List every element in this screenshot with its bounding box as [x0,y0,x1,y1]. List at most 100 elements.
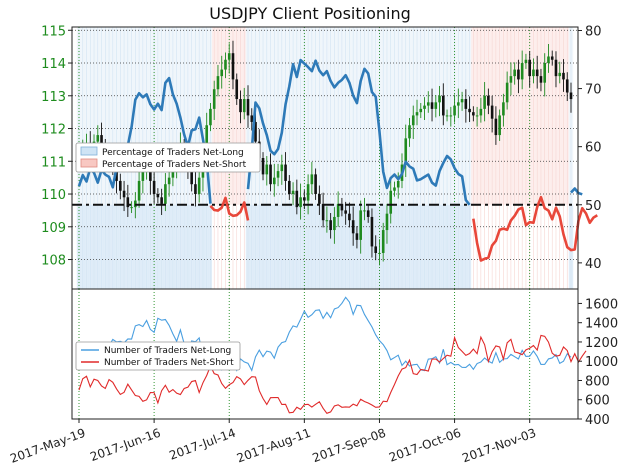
candle-body [325,220,329,222]
count-axis-tick-label: 1400 [585,317,618,332]
candle-body [329,220,332,231]
candle-body [209,108,212,126]
legend-label-net-short: Percentage of Traders Net-Short [102,160,247,170]
candle-body [336,203,340,217]
right-axis-tick-label: 70 [585,83,602,98]
x-axis-date-ticks: 2017-May-19 2017-Jun-16 2017-Jul-142017-Au… [8,419,538,466]
candle-body [156,194,160,198]
left-axis-tick-label: 113 [41,90,66,105]
right-axis-tick-label: 80 [585,24,602,39]
left-axis-tick-label: 108 [41,254,66,269]
candle-body [119,180,122,191]
candle-body [554,59,558,77]
candle-body [227,53,231,60]
candle-body [235,79,239,100]
net-short-count-line [78,334,587,414]
x-axis-tick-label: 2017-Sep-08 [311,426,388,466]
candle-body [558,72,562,77]
candle-body [284,164,287,181]
candle-body [122,190,126,198]
candle-body [434,102,438,109]
candle-body [250,115,254,122]
candle-body [464,99,468,109]
candle-body [396,180,400,188]
x-axis-tick-label: 2017-Aug-11 [235,426,313,466]
candle-body [457,102,460,106]
candle-body [494,118,498,136]
count-axis-tick-label: 1000 [585,355,618,370]
right-axis-percent-ticks: 40 50 60 70 80 [578,24,602,272]
candle-body [378,252,381,254]
candle-body [411,115,415,126]
candle-body [190,167,193,185]
net-long-percentage-line [246,58,471,206]
legend-swatch-net-long [80,146,98,156]
candle-body [517,69,520,80]
candle-body [167,177,171,185]
count-panel-frame [71,288,579,420]
candle-body [479,108,483,116]
top-legend-box [75,142,261,173]
chart-title: USDJPY Client Positioning [209,4,411,23]
candle-body [100,135,103,145]
candle-body [310,174,314,185]
count-axis-tick-label: 600 [585,394,610,409]
candle-body [528,59,531,77]
candle-body [487,95,490,106]
candle-body [374,246,378,253]
candle-body [295,190,299,208]
candle-body [532,69,535,77]
candle-body [130,207,133,209]
right-axis-count-ticks: 400 600 800 1000 1200 1400 1600 [578,297,618,428]
candle-body [381,230,385,253]
candle-body [363,210,366,212]
candle-body [220,69,224,77]
candle-body [490,105,494,119]
candle-body [254,121,257,142]
left-axis-tick-label: 109 [41,221,66,236]
candle-body [423,105,426,109]
candle-body [269,164,272,185]
candle-body [231,53,235,80]
count-axis-tick-label: 1200 [585,336,618,351]
candle-body [543,63,547,83]
candle-body [393,187,396,191]
left-axis-tick-label: 112 [41,123,66,138]
candle-body [502,102,505,116]
left-axis-tick-label: 114 [41,57,66,72]
candle-body [288,180,291,195]
candle-body [483,95,486,109]
candle-body [475,115,479,117]
price-candles [81,40,573,266]
candle-body [299,197,302,208]
candle-body [468,108,471,113]
candle-body [426,102,430,106]
legend-label-count-short: Number of Traders Net-Short [104,358,234,368]
candle-body [442,95,445,116]
candle-body [306,184,310,201]
candle-body [565,79,569,93]
candle-body [205,125,208,149]
candle-body [438,95,441,103]
x-axis-tick-label: 2017-Jul-14 [167,426,237,463]
candle-body [216,76,220,90]
candle-body [389,190,393,214]
candle-body [535,69,539,77]
candle-body [472,112,475,116]
candle-body [449,115,453,117]
candle-body [419,108,423,113]
bottom-legend-box [75,341,241,371]
candle-body [115,167,118,181]
candle-body [291,190,295,195]
candle-body [539,76,543,83]
left-axis-tick-label: 115 [41,24,66,39]
candle-body [212,89,216,109]
candle-body [280,164,284,172]
candle-body [194,184,197,195]
candle-body [318,194,321,204]
x-axis-tick-label: 2017-Jun-16 [88,426,162,464]
right-axis-tick-label: 40 [585,257,602,272]
bottom-legend: Number of Traders Net-Long Number of Tra… [75,341,241,371]
